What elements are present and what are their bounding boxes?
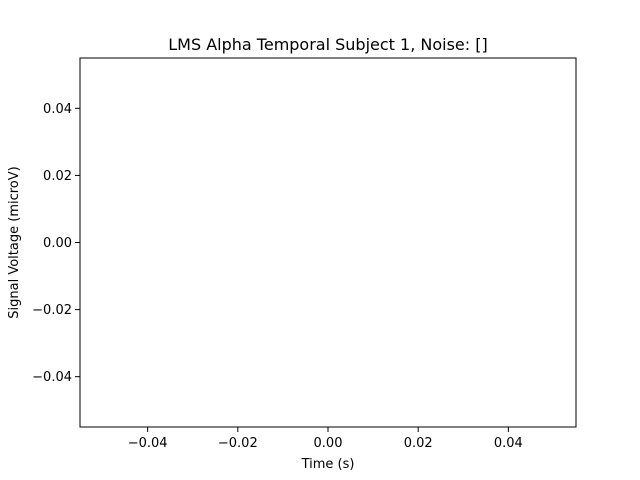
y-axis-label: Signal Voltage (microV) <box>7 166 22 318</box>
x-tick-label: −0.02 <box>218 436 258 451</box>
x-tick-label: 0.00 <box>314 436 343 451</box>
x-axis-label: Time (s) <box>301 457 355 472</box>
x-tick-label: 0.04 <box>494 436 523 451</box>
y-tick-label: 0.00 <box>43 236 72 251</box>
y-tick-label: 0.02 <box>43 169 72 184</box>
y-axis-ticks: −0.04 −0.02 0.00 0.02 0.04 <box>32 102 80 385</box>
y-tick-label: −0.02 <box>32 303 72 318</box>
chart-title: LMS Alpha Temporal Subject 1, Noise: [] <box>168 35 487 54</box>
x-axis-ticks: −0.04 −0.02 0.00 0.02 0.04 <box>128 427 523 451</box>
plot-area-frame <box>79 57 577 428</box>
y-tick-label: −0.04 <box>32 370 72 385</box>
x-tick-label: −0.04 <box>128 436 168 451</box>
x-tick-label: 0.02 <box>404 436 433 451</box>
y-tick-label: 0.04 <box>43 102 72 117</box>
